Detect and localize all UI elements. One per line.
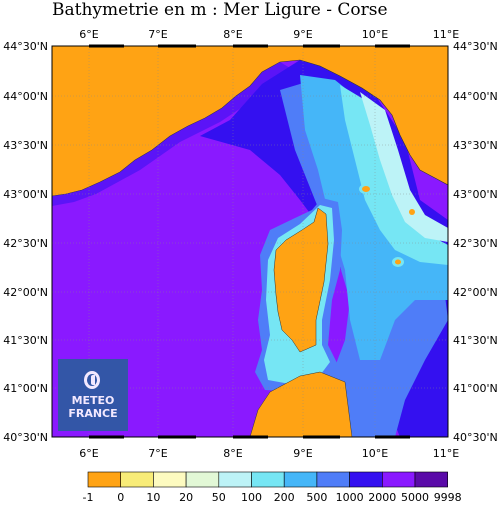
colorbar-label: 9998 <box>434 491 462 504</box>
lat-label-right: 41°30'N <box>453 334 498 347</box>
lon-label-bottom: 9°E <box>293 447 312 460</box>
lat-label-left: 43°30'N <box>3 139 48 152</box>
corsica-land <box>273 207 329 353</box>
meteo-france-logo-icon <box>84 371 100 389</box>
lon-labels-top: 6°E 7°E 8°E 9°E 10°E 11°E <box>79 28 459 41</box>
island-3 <box>409 209 415 215</box>
lon-label-top: 11°E <box>433 28 459 41</box>
colorbar-label: 5000 <box>401 491 429 504</box>
colorbar-swatch <box>87 471 122 488</box>
lat-label-left: 44°00'N <box>3 90 48 103</box>
island-2 <box>395 259 401 265</box>
colorbar-swatch <box>185 471 220 488</box>
colorbar-label: -1 <box>83 491 94 504</box>
lon-label-top: 6°E <box>79 28 98 41</box>
colorbar-label: 200 <box>274 491 295 504</box>
lat-label-right: 42°00'N <box>453 286 498 299</box>
lat-label-left: 43°00'N <box>3 188 48 201</box>
meteo-france-logo: METEO FRANCE <box>58 359 128 431</box>
lat-label-right: 43°00'N <box>453 188 498 201</box>
lat-label-left: 42°30'N <box>3 237 48 250</box>
frame-ticks <box>89 44 410 439</box>
lon-label-bottom: 7°E <box>148 447 167 460</box>
lat-label-left: 44°30'N <box>3 40 48 53</box>
colorbar-label: 100 <box>241 491 262 504</box>
colorbar-label: 500 <box>306 491 327 504</box>
colorbar-swatch <box>283 471 318 488</box>
colorbar-label: 2000 <box>368 491 396 504</box>
lon-labels-bottom: 6°E 7°E 8°E 9°E 10°E 11°E <box>79 447 459 460</box>
lon-label-bottom: 8°E <box>223 447 242 460</box>
lat-label-right: 44°00'N <box>453 90 498 103</box>
colorbar-swatch <box>414 471 449 488</box>
lat-label-right: 41°00'N <box>453 382 498 395</box>
lon-label-bottom: 6°E <box>79 447 98 460</box>
lat-label-left: 41°30'N <box>3 334 48 347</box>
lon-label-bottom: 11°E <box>433 447 459 460</box>
colorbar-swatch <box>218 471 252 488</box>
lat-label-left: 41°00'N <box>3 382 48 395</box>
colorbar-label: 20 <box>179 491 193 504</box>
lon-label-bottom: 10°E <box>362 447 388 460</box>
colorbar-swatch <box>316 471 350 488</box>
sardinia-land <box>249 371 353 437</box>
lon-label-top: 10°E <box>362 28 388 41</box>
colorbar-label: 50 <box>212 491 226 504</box>
colorbar-swatch <box>153 471 187 488</box>
lat-labels-right: 44°30'N 44°00'N 43°30'N 43°00'N 42°30'N … <box>453 40 498 444</box>
colorbar-label: 0 <box>117 491 124 504</box>
graticule <box>52 46 448 437</box>
lon-label-top: 7°E <box>148 28 167 41</box>
colorbar-swatch <box>381 471 416 488</box>
french-coastal-shelf <box>52 62 290 206</box>
map-body <box>52 46 448 437</box>
map-title: Bathymetrie en m : Mer Ligure - Corse <box>52 0 388 20</box>
logo-text-line1: METEO <box>71 394 115 407</box>
lat-label-right: 44°30'N <box>453 40 498 53</box>
lat-label-left: 42°00'N <box>3 286 48 299</box>
lat-label-left: 40°30'N <box>3 431 48 444</box>
colorbar-swatch <box>251 471 285 488</box>
colorbar-swatch <box>120 471 154 488</box>
lat-label-right: 43°30'N <box>453 139 498 152</box>
logo-text-line2: FRANCE <box>68 407 118 420</box>
lat-labels-left: 44°30'N 44°00'N 43°30'N 43°00'N 42°30'N … <box>3 40 48 444</box>
colorbar: -1 0 10 20 50 100 200 500 1000 2000 5000 9998 <box>83 471 462 504</box>
shelf-zone-50 <box>360 92 448 242</box>
lon-label-top: 9°E <box>293 28 312 41</box>
colorbar-label: 1000 <box>336 491 364 504</box>
colorbar-swatch <box>349 471 383 488</box>
lat-label-right: 42°30'N <box>453 237 498 250</box>
island-1 <box>362 186 370 192</box>
colorbar-label: 10 <box>146 491 160 504</box>
lon-label-top: 8°E <box>223 28 242 41</box>
lat-label-right: 40°30'N <box>453 431 498 444</box>
